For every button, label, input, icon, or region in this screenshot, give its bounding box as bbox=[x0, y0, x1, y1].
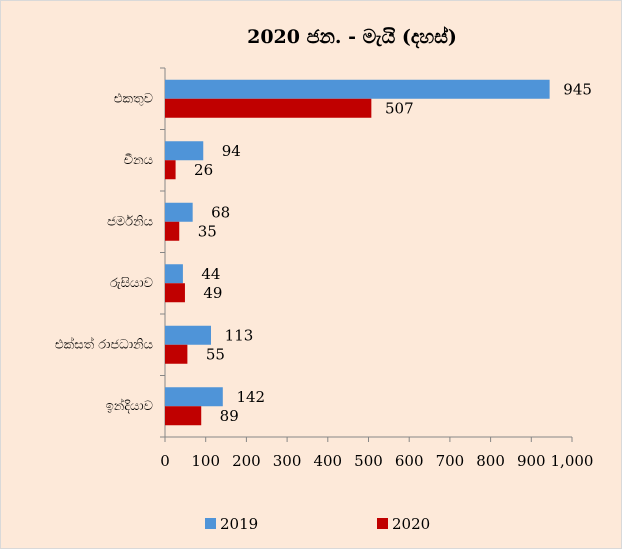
data-label: 68 bbox=[211, 203, 230, 221]
x-tick-label: 600 bbox=[395, 452, 424, 470]
bar bbox=[165, 406, 202, 426]
bar bbox=[165, 325, 211, 345]
data-label: 26 bbox=[194, 161, 213, 179]
x-tick-label: 0 bbox=[160, 452, 170, 470]
x-tick-label: 300 bbox=[273, 452, 302, 470]
x-tick-label: 500 bbox=[354, 452, 383, 470]
y-tick-label: රුසියාව bbox=[110, 276, 153, 291]
x-tick-label: 100 bbox=[191, 452, 220, 470]
data-label: 55 bbox=[206, 345, 225, 363]
x-tick-label: 900 bbox=[517, 452, 546, 470]
y-tick-label: එක්සත් රාජධානිය bbox=[55, 336, 153, 352]
y-tick-label: ඉන්දියාව bbox=[106, 398, 153, 414]
data-label: 89 bbox=[220, 407, 239, 425]
x-tick-label: 400 bbox=[313, 452, 342, 470]
bar bbox=[165, 264, 183, 284]
bar bbox=[165, 202, 193, 222]
legend-label: 2019 bbox=[220, 515, 258, 533]
y-tick-label: ජර්මනිය bbox=[107, 213, 153, 229]
bar bbox=[165, 344, 188, 364]
x-tick-label: 800 bbox=[476, 452, 505, 470]
data-label: 49 bbox=[203, 284, 222, 302]
data-label: 44 bbox=[201, 265, 220, 283]
data-label: 142 bbox=[236, 388, 265, 406]
data-label: 945 bbox=[563, 80, 592, 98]
bar bbox=[165, 160, 176, 180]
legend-swatch bbox=[205, 518, 216, 529]
bar bbox=[165, 79, 550, 99]
data-label: 94 bbox=[222, 142, 241, 160]
bar bbox=[165, 98, 372, 118]
chart-title: 2020 ජන. - මැයි (දහස්) bbox=[247, 26, 457, 49]
x-tick-label: 1,000 bbox=[551, 452, 594, 470]
bar bbox=[165, 141, 204, 161]
data-label: 113 bbox=[225, 326, 254, 344]
y-tick-label: එකතුව bbox=[114, 91, 153, 106]
x-tick-label: 200 bbox=[232, 452, 261, 470]
y-tick-label: චීනය bbox=[124, 153, 153, 168]
bar bbox=[165, 283, 185, 303]
legend-swatch bbox=[377, 518, 388, 529]
data-label: 507 bbox=[385, 99, 414, 117]
x-tick-label: 700 bbox=[436, 452, 465, 470]
legend-label: 2020 bbox=[392, 515, 430, 533]
bar bbox=[165, 387, 223, 407]
bar bbox=[165, 221, 180, 241]
data-label: 35 bbox=[198, 222, 217, 240]
